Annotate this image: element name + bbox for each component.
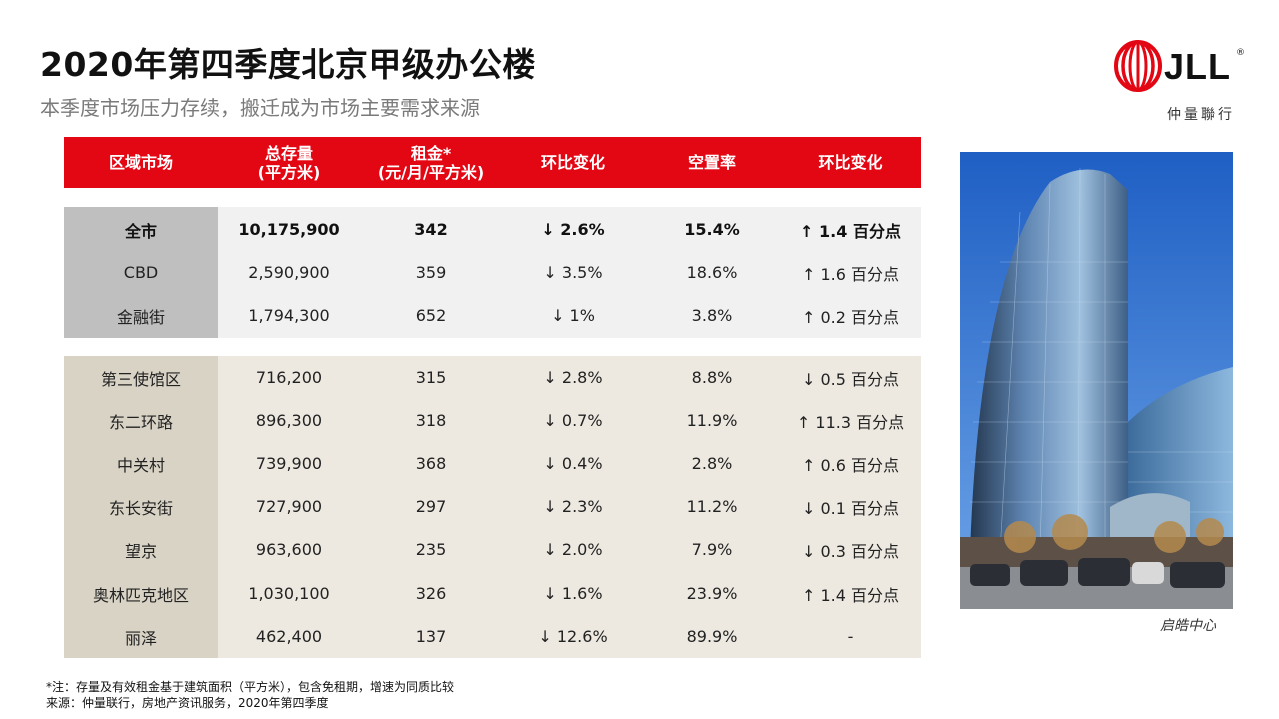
cell-rent-change: ↓ 1.6% [543,584,603,603]
header-rent: 租金* (元/月/平方米) [377,143,485,182]
cell-vacancy: 7.9% [691,540,733,559]
table-row: 第三使馆区 716,200 315 ↓ 2.8% 8.8% ↓ 0.5 百分点 [64,356,921,399]
cell-vacancy-change: ↓ 0.1 百分点 [801,498,900,518]
jll-logo-mark-icon [1114,40,1162,92]
cell-rent-change: ↓ 1% [551,306,595,325]
cell-rent: 342 [414,220,448,239]
cell-vacancy-change: ↑ 1.4 百分点 [801,585,900,605]
cell-region: 望京 [124,541,157,561]
cell-vacancy-change: ↑ 1.6 百分点 [801,264,900,284]
cell-vacancy: 18.6% [686,263,738,282]
skyscraper-image [960,152,1233,609]
building-photo [960,152,1233,609]
cell-region: CBD [123,263,159,282]
cell-stock: 739,900 [255,454,323,473]
cell-region: 金融街 [116,307,165,327]
cell-rent: 137 [415,627,447,646]
header-rent-change: 环比变化 [540,153,605,172]
summary-band [64,207,921,338]
cell-rent: 368 [415,454,447,473]
cell-rent: 318 [415,411,447,430]
cell-stock: 963,600 [255,540,323,559]
cell-vacancy-change: ↑ 1.4 百分点 [800,221,901,241]
cell-vacancy-change: - [847,627,854,646]
district-region-column [64,356,218,658]
cell-rent-change: ↓ 3.5% [543,263,603,282]
cell-rent-change: ↓ 2.6% [541,220,605,239]
cell-stock: 462,400 [255,627,323,646]
cell-stock: 727,900 [255,497,323,516]
header-stock: 总存量 (平方米) [257,143,321,182]
cell-vacancy-change: ↑ 11.3 百分点 [796,412,905,432]
cell-vacancy: 89.9% [686,627,738,646]
table-row: CBD 2,590,900 359 ↓ 3.5% 18.6% ↑ 1.6 百分点 [64,251,921,294]
cell-rent-change: ↓ 2.0% [543,540,603,559]
footnote: *注：存量及有效租金基于建筑面积（平方米），包含免租期，增速为同质比较 [46,680,455,694]
cell-region: 第三使馆区 [100,369,181,389]
cell-stock: 1,030,100 [248,584,330,603]
cell-vacancy: 11.2% [686,497,738,516]
cell-vacancy-change: ↑ 0.6 百分点 [801,455,900,475]
district-band [64,356,921,658]
cell-vacancy: 2.8% [691,454,733,473]
cell-rent: 297 [415,497,447,516]
jll-logo: JLL ® 仲量聯行 [1112,38,1245,128]
table-row: 东二环路 896,300 318 ↓ 0.7% 11.9% ↑ 11.3 百分点 [64,399,921,442]
cell-rent: 326 [415,584,447,603]
cell-rent-change: ↓ 2.8% [543,368,603,387]
cell-vacancy-change: ↓ 0.5 百分点 [801,369,900,389]
cell-rent: 359 [415,263,447,282]
jll-logo-registered: ® [1236,48,1245,58]
cell-vacancy-change: ↑ 0.2 百分点 [801,307,900,327]
header-vacancy-change: 环比变化 [818,153,883,172]
cell-rent-change: ↓ 0.7% [543,411,603,430]
table-row: 奥林匹克地区 1,030,100 326 ↓ 1.6% 23.9% ↑ 1.4 … [64,572,921,615]
cell-stock: 716,200 [255,368,323,387]
cell-stock: 1,794,300 [248,306,330,325]
cell-region: 全市 [124,221,157,241]
cell-vacancy-change: ↓ 0.3 百分点 [801,541,900,561]
cell-region: 奥林匹克地区 [92,585,189,605]
cell-vacancy: 15.4% [684,220,740,239]
summary-region-column [64,207,218,338]
cell-stock: 2,590,900 [248,263,330,282]
cell-vacancy: 3.8% [691,306,733,325]
table-row: 金融街 1,794,300 652 ↓ 1% 3.8% ↑ 0.2 百分点 [64,294,921,337]
cell-vacancy: 8.8% [691,368,733,387]
header-vacancy: 空置率 [687,153,736,172]
cell-region: 中关村 [116,455,165,475]
cell-stock: 10,175,900 [238,220,340,239]
table-row-citywide: 全市 10,175,900 342 ↓ 2.6% 15.4% ↑ 1.4 百分点 [64,208,921,251]
cell-rent: 652 [415,306,447,325]
cell-rent-change: ↓ 0.4% [543,454,603,473]
cell-rent: 235 [415,540,447,559]
table-header: 区域市场 总存量 (平方米) 租金* (元/月/平方米) 环比变化 空置率 环比变化 [64,137,921,188]
jll-logo-text: JLL [1164,46,1232,87]
table-row: 丽泽 462,400 137 ↓ 12.6% 89.9% - [64,615,921,658]
cell-vacancy: 11.9% [686,411,738,430]
cell-rent-change: ↓ 2.3% [543,497,603,516]
page-title: 2020年第四季度北京甲级办公楼 [40,45,536,84]
cell-region: 丽泽 [124,628,157,648]
cell-stock: 896,300 [255,411,323,430]
table-row: 望京 963,600 235 ↓ 2.0% 7.9% ↓ 0.3 百分点 [64,528,921,571]
jll-logo-subtitle: 仲量聯行 [1167,107,1235,123]
photo-caption: 启皓中心 [1160,618,1216,634]
cell-rent-change: ↓ 12.6% [538,627,608,646]
source-note: 来源：仲量联行，房地产资讯服务，2020年第四季度 [46,696,329,710]
header-region: 区域市场 [108,153,173,172]
cell-region: 东二环路 [108,412,173,432]
cell-vacancy: 23.9% [686,584,738,603]
table-row: 中关村 739,900 368 ↓ 0.4% 2.8% ↑ 0.6 百分点 [64,442,921,485]
page-subtitle: 本季度市场压力存续，搬迁成为市场主要需求来源 [40,96,480,120]
cell-rent: 315 [415,368,447,387]
table-row: 东长安街 727,900 297 ↓ 2.3% 11.2% ↓ 0.1 百分点 [64,485,921,528]
cell-region: 东长安街 [108,498,173,518]
